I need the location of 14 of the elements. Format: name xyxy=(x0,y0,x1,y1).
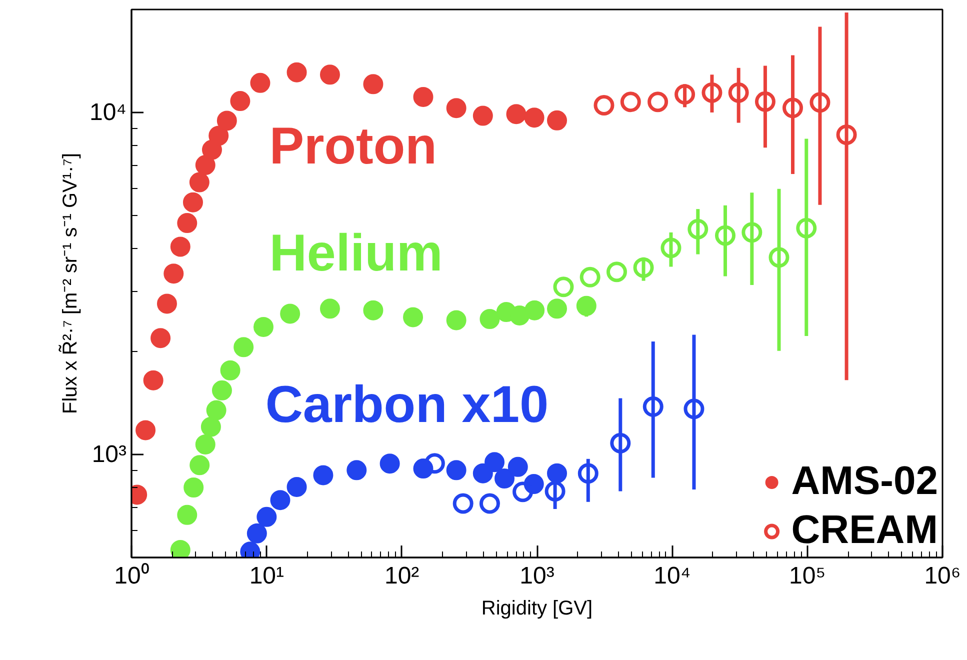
legend-label: AMS-02 xyxy=(791,459,938,504)
x-tick-label: 10⁵ xyxy=(789,562,826,590)
x-tick-label: 10⁰ xyxy=(114,562,149,590)
annotation: Carbon x10 xyxy=(265,376,549,434)
y-axis-title: Flux x R̃²·⁷ [m⁻² sr⁻¹ s⁻¹ GV¹·⁷] xyxy=(58,152,82,414)
x-tick-label: 10² xyxy=(384,562,420,590)
x-tick-label: 10⁶ xyxy=(924,562,961,590)
annotation: Helium xyxy=(269,224,443,282)
x-axis-title: Rigidity [GV] xyxy=(481,598,593,620)
x-tick-label: 10⁴ xyxy=(654,562,691,590)
annotation: Proton xyxy=(269,118,437,176)
x-tick-label: 10¹ xyxy=(249,562,284,590)
legend-label: CREAM xyxy=(791,508,938,553)
x-tick-label: 10³ xyxy=(520,562,554,590)
